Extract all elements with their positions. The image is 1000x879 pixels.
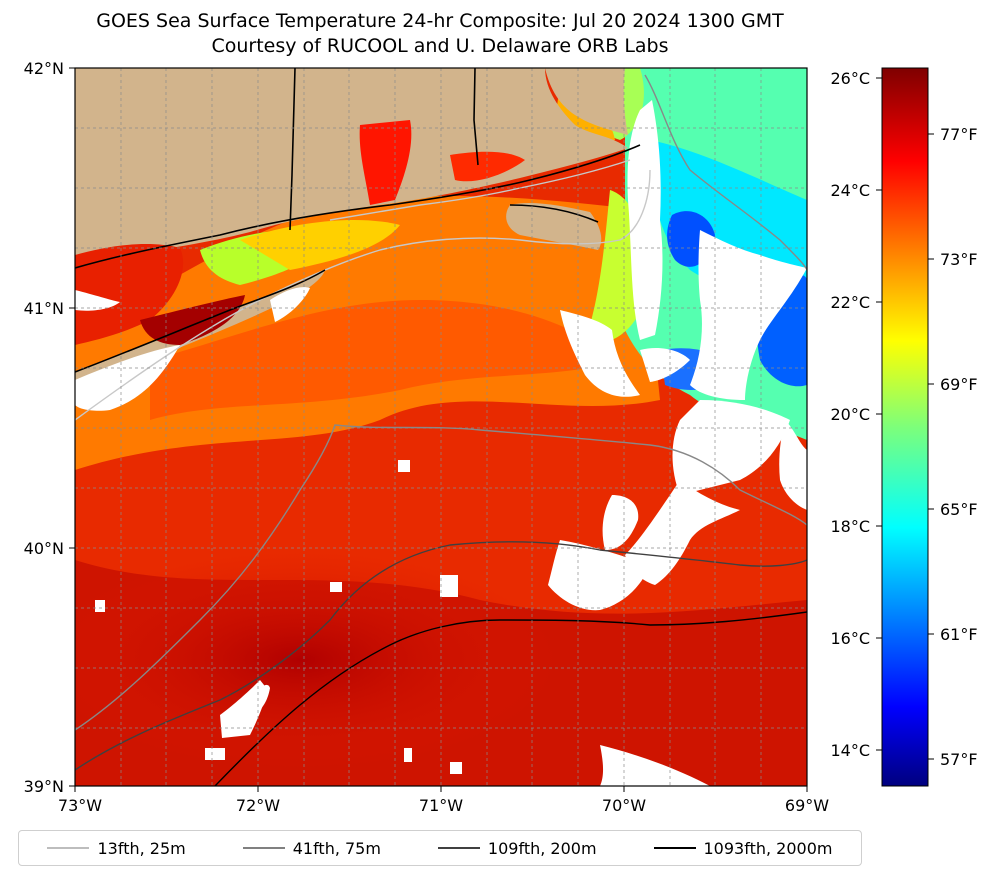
legend-item-200m: 109fth, 200m [437,838,597,858]
contour-25m [75,169,651,421]
legend-label-2000m: 1093fth, 2000m [703,838,833,858]
legend-label-75m: 41fth, 75m [292,838,381,858]
sst-map: 42°N 41°N 40°N 39°N 73°W 72°W 71°W 70°W … [24,59,978,815]
contour-75m [75,424,807,731]
lat-tick-42: 42°N [24,59,64,78]
legend-line-200m [437,847,480,849]
legend-item-75m: 41fth, 75m [242,838,381,858]
lat-tick-40: 40°N [24,539,64,558]
lon-tick-72: 72°W [236,796,280,815]
land-new-england [75,68,628,268]
depth-legend: 13fth, 25m 41fth, 75m 109fth, 200m 1093f… [18,830,862,866]
cbar-f-61: 61°F [940,625,978,644]
sst-shelf-orange2 [150,300,620,420]
cbar-c-18: 18°C [830,517,870,536]
cbar-c-22: 22°C [830,293,870,312]
cbar-c-26: 26°C [830,69,870,88]
contour-75m-east [644,74,807,271]
lat-tick-41: 41°N [24,299,64,318]
cbar-c-16: 16°C [830,629,870,648]
sst-bays [359,120,412,205]
bathymetry-contours [75,68,807,786]
map-title: GOES Sea Surface Temperature 24-hr Compo… [96,10,784,32]
legend-label-200m: 109fth, 200m [487,838,597,858]
map-subtitle: Courtesy of RUCOOL and U. Delaware ORB L… [211,35,669,57]
cbar-c-14: 14°C [830,741,870,760]
sst-warm-core [75,550,560,770]
no-data-patches [75,100,807,786]
lon-tick-70: 70°W [602,796,646,815]
land-cape-cod [545,68,628,135]
cbar-f-65: 65°F [940,500,978,519]
legend-line-2000m [653,847,696,849]
legend-item-2000m: 1093fth, 2000m [653,838,833,858]
cbar-f-57: 57°F [940,750,978,769]
graticule [75,68,807,786]
cbar-f-77: 77°F [940,125,978,144]
lat-tick-39: 39°N [24,777,64,796]
contour-2000m [214,611,807,786]
sst-li-sound-red [450,151,525,182]
legend-line-75m [242,847,285,849]
lon-tick-69: 69°W [785,796,829,815]
contour-200m [75,541,807,771]
sst-yellow [240,220,400,270]
sst-ny-bight [75,244,184,345]
cbar-f-73: 73°F [940,250,978,269]
cbar-c-24: 24°C [830,181,870,200]
cbar-c-20: 20°C [830,405,870,424]
legend-label-25m: 13fth, 25m [97,838,186,858]
legend-line-25m [47,847,90,849]
lon-tick-73: 73°W [58,796,102,815]
contour-25m-b [329,159,631,221]
state-border [289,68,479,231]
legend-item-25m: 13fth, 25m [47,838,186,858]
cbar-f-69: 69°F [940,375,978,394]
coastline [75,144,641,373]
colorbar [881,67,929,787]
lon-tick-71: 71°W [419,796,463,815]
